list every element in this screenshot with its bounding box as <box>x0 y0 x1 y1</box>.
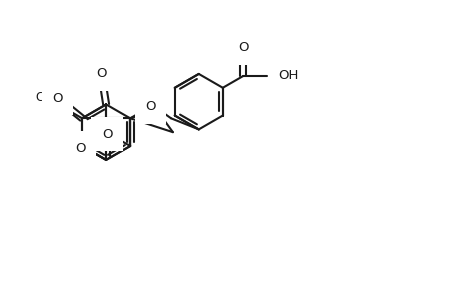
Text: O: O <box>52 92 62 105</box>
Text: CH₃: CH₃ <box>36 91 57 104</box>
Text: O: O <box>102 128 112 141</box>
Text: OH: OH <box>278 70 298 83</box>
Text: O: O <box>145 100 156 113</box>
Text: O: O <box>75 142 85 154</box>
Text: O: O <box>96 68 106 80</box>
Text: O: O <box>237 41 248 54</box>
